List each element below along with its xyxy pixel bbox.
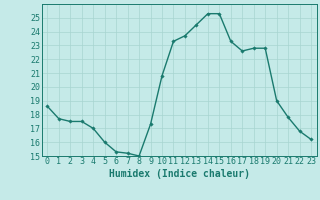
X-axis label: Humidex (Indice chaleur): Humidex (Indice chaleur) xyxy=(109,169,250,179)
